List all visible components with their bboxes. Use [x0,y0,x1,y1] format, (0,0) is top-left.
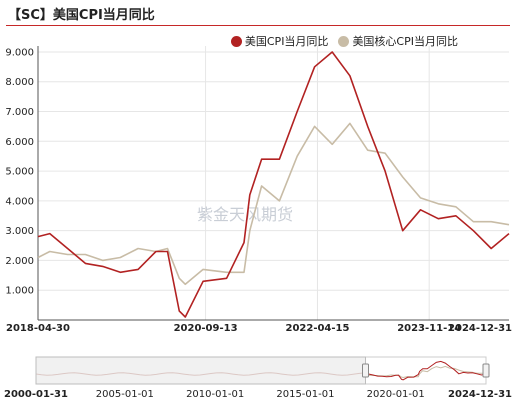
chart-title: 【SC】美国CPI当月同比 [8,8,155,23]
navigator-tick-label: 2005-01-01 [96,389,154,400]
y-tick-label: 7.000 [5,107,34,118]
y-tick-label: 5.000 [5,167,34,178]
navigator-unselected-area [35,356,367,385]
navigator-line-cpi [365,360,487,381]
title-bar: 【SC】美国CPI当月同比 [0,0,516,26]
navigator-handle-right[interactable] [482,363,490,378]
series-line-cpi [37,51,510,318]
legend-dot-cpi [230,35,242,47]
y-tick-label: 8.000 [5,77,34,88]
navigator-tick-label: 2000-01-31 [4,389,68,400]
navigator-line-core [365,365,487,379]
x-tick-label: 2020-09-13 [174,323,238,334]
title-underline [6,25,510,26]
legend-label-core: 美国核心CPI当月同比 [352,35,458,48]
y-tick-label: 9.000 [5,47,34,58]
x-tick-label: 2018-04-30 [6,323,70,334]
legend: 美国CPI当月同比 美国核心CPI当月同比 [221,33,458,49]
y-tick-label: 4.000 [5,196,34,207]
y-tick-label: 1.000 [5,286,34,297]
y-tick-label: 6.000 [5,137,34,148]
y-tick-label: 3.000 [5,226,34,237]
legend-item-cpi[interactable]: 美国CPI当月同比 [230,33,329,49]
series-line-core [37,122,510,286]
y-tick-label: 2.000 [5,256,34,267]
legend-label-cpi: 美国CPI当月同比 [244,35,329,48]
navigator-handle-left[interactable] [362,363,370,378]
navigator-tick-label: 2024-12-31 [448,389,512,400]
navigator-tick-label: 2010-01-01 [186,389,244,400]
x-tick-label: 2022-04-15 [285,323,349,334]
legend-dot-core [338,35,350,47]
navigator-tick-label: 2015-01-01 [276,389,334,400]
navigator-history-trace [35,372,365,376]
x-tick-label: 2023-11-14 [397,323,461,334]
legend-item-core[interactable]: 美国核心CPI当月同比 [338,33,458,49]
watermark: 紫金天风期货 [197,205,293,224]
x-tick-label: 2024-12-31 [448,323,512,334]
navigator-tick-label: 2020-01-01 [367,389,425,400]
